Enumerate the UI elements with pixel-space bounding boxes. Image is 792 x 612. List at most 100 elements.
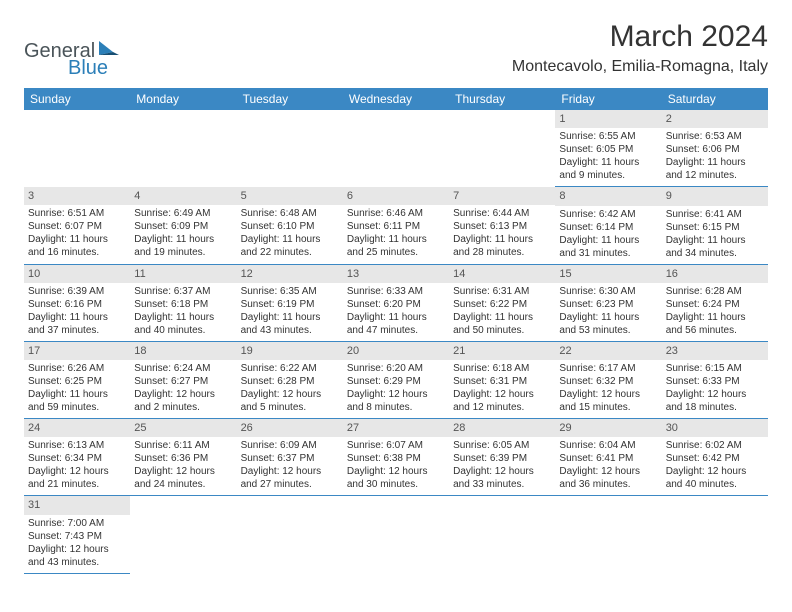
daylight-line: Daylight: 11 hours and 47 minutes. xyxy=(347,311,445,337)
day-number: 28 xyxy=(449,419,555,437)
sunrise-line: Sunrise: 6:26 AM xyxy=(28,362,126,375)
sunset-line: Sunset: 6:19 PM xyxy=(241,298,339,311)
sunrise-line: Sunrise: 6:53 AM xyxy=(666,130,764,143)
daylight-line: Daylight: 12 hours and 8 minutes. xyxy=(347,388,445,414)
calendar-day-cell: 4Sunrise: 6:49 AMSunset: 6:09 PMDaylight… xyxy=(130,187,236,264)
day-details: Sunrise: 6:07 AMSunset: 6:38 PMDaylight:… xyxy=(343,437,449,495)
sunrise-line: Sunrise: 6:44 AM xyxy=(453,207,551,220)
day-details: Sunrise: 6:41 AMSunset: 6:15 PMDaylight:… xyxy=(662,206,768,264)
sunrise-line: Sunrise: 7:00 AM xyxy=(28,517,126,530)
calendar-day-cell: 2Sunrise: 6:53 AMSunset: 6:06 PMDaylight… xyxy=(662,110,768,187)
sunrise-line: Sunrise: 6:31 AM xyxy=(453,285,551,298)
sunset-line: Sunset: 6:39 PM xyxy=(453,452,551,465)
daylight-line: Daylight: 11 hours and 12 minutes. xyxy=(666,156,764,182)
sunset-line: Sunset: 6:18 PM xyxy=(134,298,232,311)
day-number: 5 xyxy=(237,187,343,205)
daylight-line: Daylight: 11 hours and 37 minutes. xyxy=(28,311,126,337)
calendar-day-cell: 31Sunrise: 7:00 AMSunset: 7:43 PMDayligh… xyxy=(24,496,130,573)
calendar-table: SundayMondayTuesdayWednesdayThursdayFrid… xyxy=(24,88,768,574)
calendar-day-cell: 25Sunrise: 6:11 AMSunset: 6:36 PMDayligh… xyxy=(130,419,236,496)
day-details: Sunrise: 6:11 AMSunset: 6:36 PMDaylight:… xyxy=(130,437,236,495)
day-number: 25 xyxy=(130,419,236,437)
sunset-line: Sunset: 6:22 PM xyxy=(453,298,551,311)
day-number: 1 xyxy=(555,110,661,128)
page-header: General March 2024 Montecavolo, Emilia-R… xyxy=(24,20,768,76)
sunset-line: Sunset: 6:24 PM xyxy=(666,298,764,311)
sunset-line: Sunset: 6:09 PM xyxy=(134,220,232,233)
day-details: Sunrise: 6:53 AMSunset: 6:06 PMDaylight:… xyxy=(662,128,768,186)
calendar-day-cell: 16Sunrise: 6:28 AMSunset: 6:24 PMDayligh… xyxy=(662,264,768,341)
day-details: Sunrise: 6:44 AMSunset: 6:13 PMDaylight:… xyxy=(449,205,555,263)
sunset-line: Sunset: 6:07 PM xyxy=(28,220,126,233)
daylight-line: Daylight: 11 hours and 43 minutes. xyxy=(241,311,339,337)
sunset-line: Sunset: 6:37 PM xyxy=(241,452,339,465)
daylight-line: Daylight: 11 hours and 56 minutes. xyxy=(666,311,764,337)
calendar-day-cell: 14Sunrise: 6:31 AMSunset: 6:22 PMDayligh… xyxy=(449,264,555,341)
sunrise-line: Sunrise: 6:15 AM xyxy=(666,362,764,375)
sunset-line: Sunset: 6:34 PM xyxy=(28,452,126,465)
day-details: Sunrise: 6:26 AMSunset: 6:25 PMDaylight:… xyxy=(24,360,130,418)
sunrise-line: Sunrise: 6:18 AM xyxy=(453,362,551,375)
day-number: 30 xyxy=(662,419,768,437)
sunrise-line: Sunrise: 6:41 AM xyxy=(666,208,764,221)
sunset-line: Sunset: 6:06 PM xyxy=(666,143,764,156)
day-details: Sunrise: 6:04 AMSunset: 6:41 PMDaylight:… xyxy=(555,437,661,495)
daylight-line: Daylight: 11 hours and 59 minutes. xyxy=(28,388,126,414)
sunrise-line: Sunrise: 6:20 AM xyxy=(347,362,445,375)
sunset-line: Sunset: 6:25 PM xyxy=(28,375,126,388)
sunset-line: Sunset: 6:42 PM xyxy=(666,452,764,465)
calendar-day-cell: 18Sunrise: 6:24 AMSunset: 6:27 PMDayligh… xyxy=(130,341,236,418)
sunrise-line: Sunrise: 6:42 AM xyxy=(559,208,657,221)
sunset-line: Sunset: 6:27 PM xyxy=(134,375,232,388)
sunset-line: Sunset: 6:28 PM xyxy=(241,375,339,388)
day-number: 7 xyxy=(449,187,555,205)
day-number: 2 xyxy=(662,110,768,128)
day-details: Sunrise: 6:13 AMSunset: 6:34 PMDaylight:… xyxy=(24,437,130,495)
weekday-header: Wednesday xyxy=(343,88,449,110)
calendar-day-cell xyxy=(237,496,343,573)
sunset-line: Sunset: 6:14 PM xyxy=(559,221,657,234)
weekday-header: Tuesday xyxy=(237,88,343,110)
day-number: 22 xyxy=(555,342,661,360)
day-details: Sunrise: 6:05 AMSunset: 6:39 PMDaylight:… xyxy=(449,437,555,495)
sunset-line: Sunset: 6:29 PM xyxy=(347,375,445,388)
sunrise-line: Sunrise: 6:39 AM xyxy=(28,285,126,298)
calendar-day-cell xyxy=(130,496,236,573)
day-details: Sunrise: 6:37 AMSunset: 6:18 PMDaylight:… xyxy=(130,283,236,341)
calendar-day-cell xyxy=(555,496,661,573)
calendar-day-cell: 3Sunrise: 6:51 AMSunset: 6:07 PMDaylight… xyxy=(24,187,130,264)
day-details: Sunrise: 6:51 AMSunset: 6:07 PMDaylight:… xyxy=(24,205,130,263)
location: Montecavolo, Emilia-Romagna, Italy xyxy=(512,58,768,76)
day-number: 13 xyxy=(343,265,449,283)
day-number: 11 xyxy=(130,265,236,283)
daylight-line: Daylight: 11 hours and 40 minutes. xyxy=(134,311,232,337)
day-number: 6 xyxy=(343,187,449,205)
calendar-day-cell: 17Sunrise: 6:26 AMSunset: 6:25 PMDayligh… xyxy=(24,341,130,418)
calendar-day-cell: 24Sunrise: 6:13 AMSunset: 6:34 PMDayligh… xyxy=(24,419,130,496)
sunrise-line: Sunrise: 6:24 AM xyxy=(134,362,232,375)
day-number: 15 xyxy=(555,265,661,283)
sunset-line: Sunset: 6:20 PM xyxy=(347,298,445,311)
month-title: March 2024 xyxy=(512,20,768,54)
calendar-day-cell: 10Sunrise: 6:39 AMSunset: 6:16 PMDayligh… xyxy=(24,264,130,341)
sunset-line: Sunset: 6:15 PM xyxy=(666,221,764,234)
weekday-header: Thursday xyxy=(449,88,555,110)
sunrise-line: Sunrise: 6:37 AM xyxy=(134,285,232,298)
sunrise-line: Sunrise: 6:07 AM xyxy=(347,439,445,452)
daylight-line: Daylight: 12 hours and 18 minutes. xyxy=(666,388,764,414)
sunrise-line: Sunrise: 6:17 AM xyxy=(559,362,657,375)
sunset-line: Sunset: 6:11 PM xyxy=(347,220,445,233)
daylight-line: Daylight: 11 hours and 16 minutes. xyxy=(28,233,126,259)
calendar-day-cell: 6Sunrise: 6:46 AMSunset: 6:11 PMDaylight… xyxy=(343,187,449,264)
day-number: 18 xyxy=(130,342,236,360)
day-details: Sunrise: 6:30 AMSunset: 6:23 PMDaylight:… xyxy=(555,283,661,341)
day-number: 9 xyxy=(662,187,768,205)
daylight-line: Daylight: 11 hours and 50 minutes. xyxy=(453,311,551,337)
day-details: Sunrise: 6:22 AMSunset: 6:28 PMDaylight:… xyxy=(237,360,343,418)
calendar-day-cell xyxy=(449,110,555,187)
day-details: Sunrise: 6:49 AMSunset: 6:09 PMDaylight:… xyxy=(130,205,236,263)
day-number: 16 xyxy=(662,265,768,283)
calendar-day-cell: 21Sunrise: 6:18 AMSunset: 6:31 PMDayligh… xyxy=(449,341,555,418)
calendar-day-cell: 11Sunrise: 6:37 AMSunset: 6:18 PMDayligh… xyxy=(130,264,236,341)
daylight-line: Daylight: 12 hours and 12 minutes. xyxy=(453,388,551,414)
